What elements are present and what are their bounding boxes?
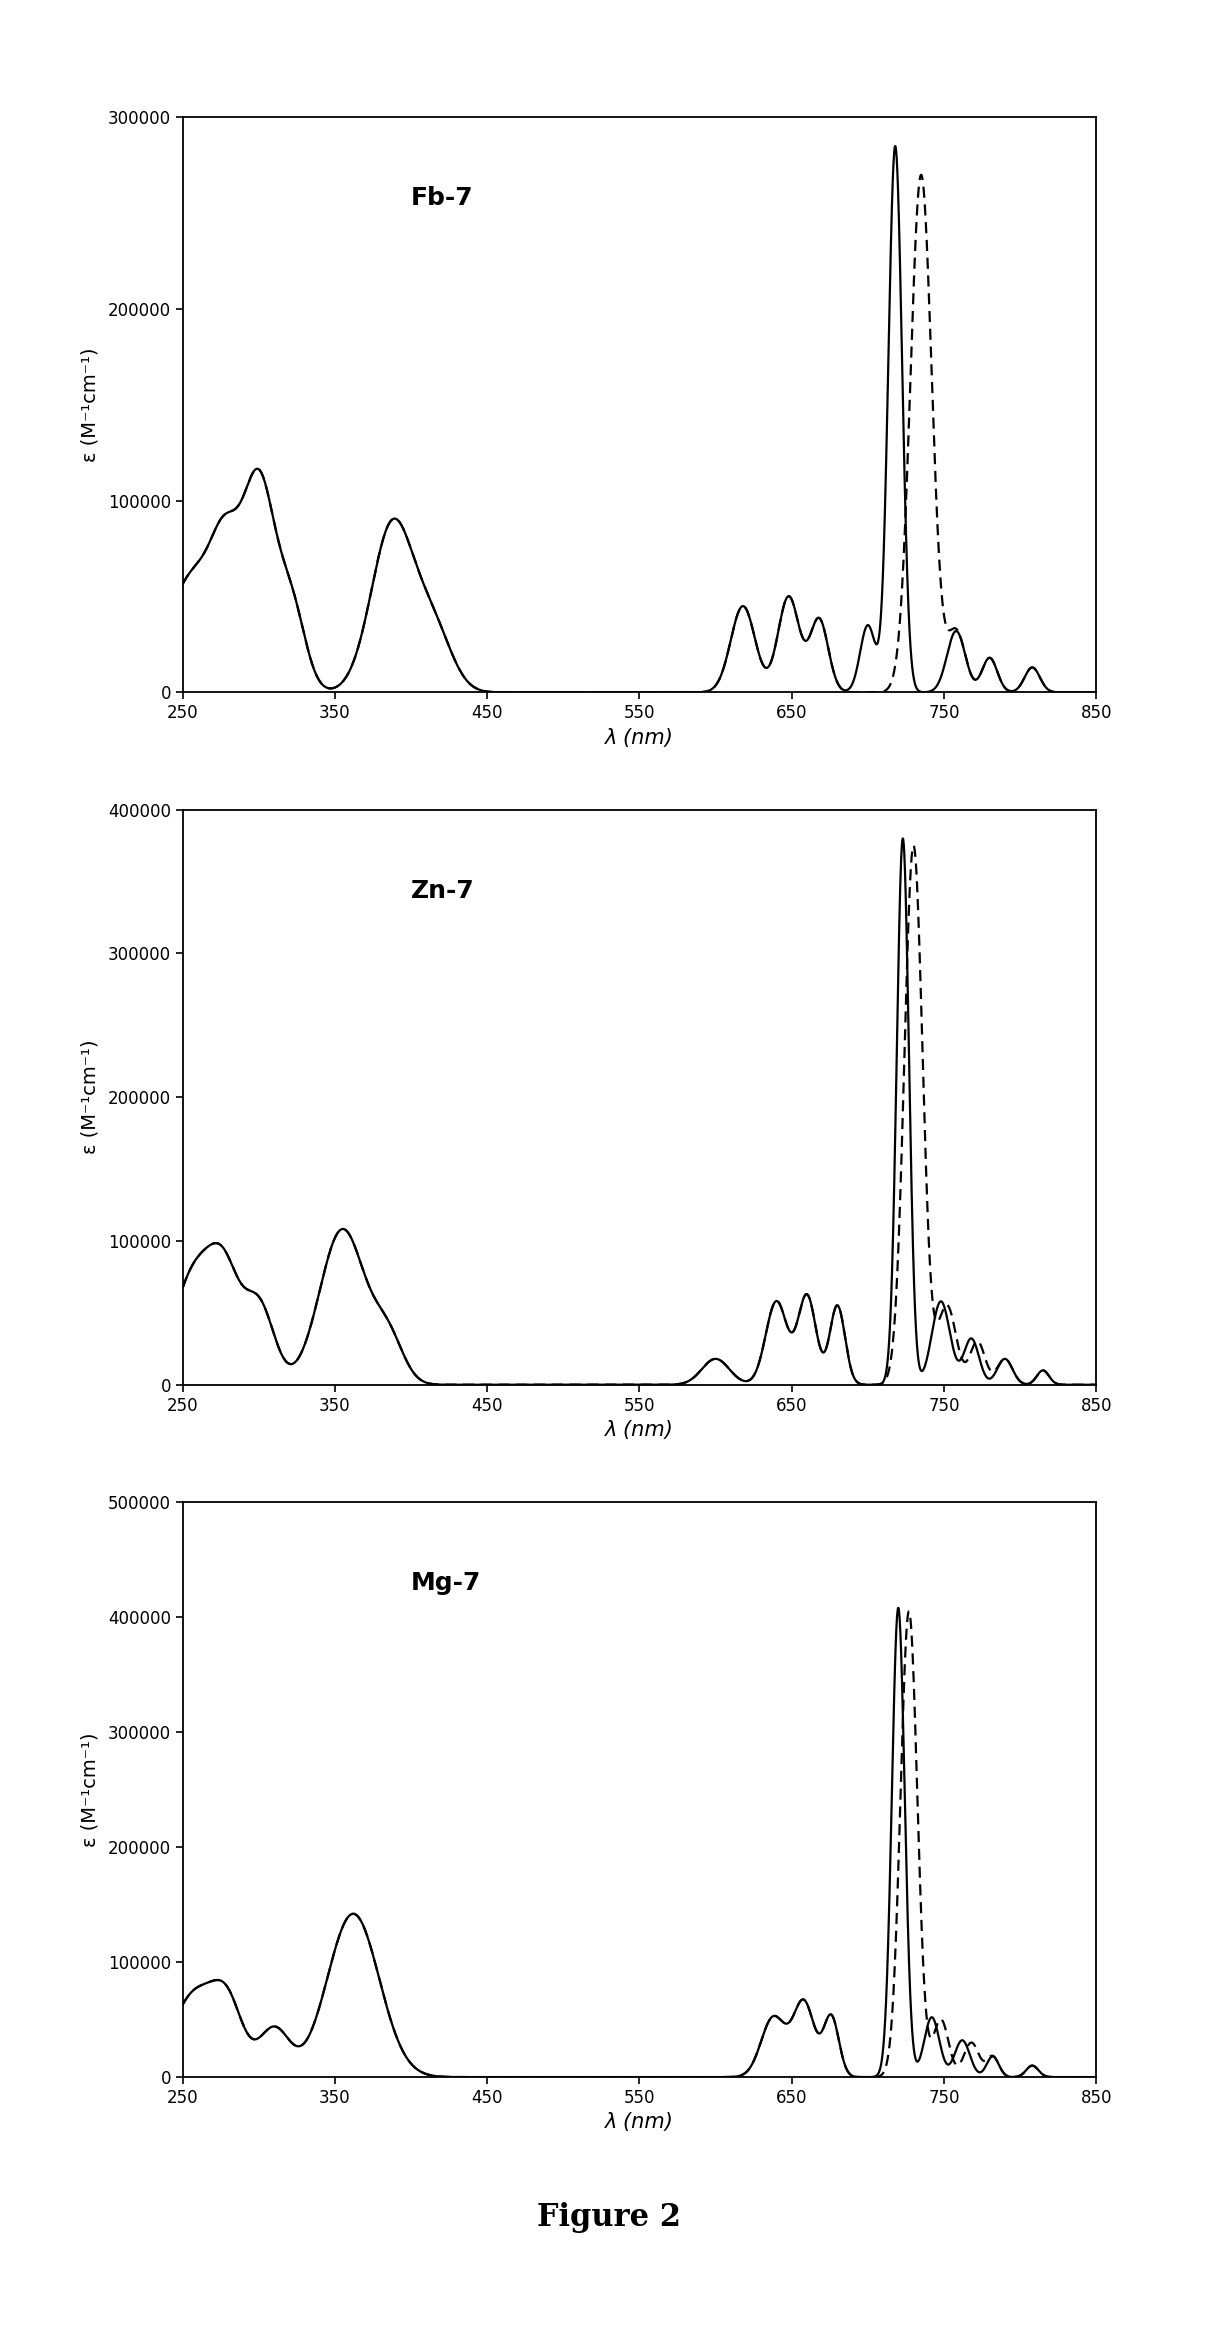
X-axis label: λ (nm): λ (nm) (605, 1420, 674, 1441)
Text: Zn-7: Zn-7 (410, 878, 475, 904)
Y-axis label: ε (M⁻¹cm⁻¹): ε (M⁻¹cm⁻¹) (80, 1040, 100, 1155)
Text: Figure 2: Figure 2 (537, 2201, 681, 2234)
X-axis label: λ (nm): λ (nm) (605, 2112, 674, 2133)
Y-axis label: ε (M⁻¹cm⁻¹): ε (M⁻¹cm⁻¹) (80, 1732, 100, 1847)
Text: Mg-7: Mg-7 (410, 1570, 481, 1596)
Text: Fb-7: Fb-7 (410, 185, 474, 211)
X-axis label: λ (nm): λ (nm) (605, 728, 674, 749)
Y-axis label: ε (M⁻¹cm⁻¹): ε (M⁻¹cm⁻¹) (80, 347, 100, 462)
